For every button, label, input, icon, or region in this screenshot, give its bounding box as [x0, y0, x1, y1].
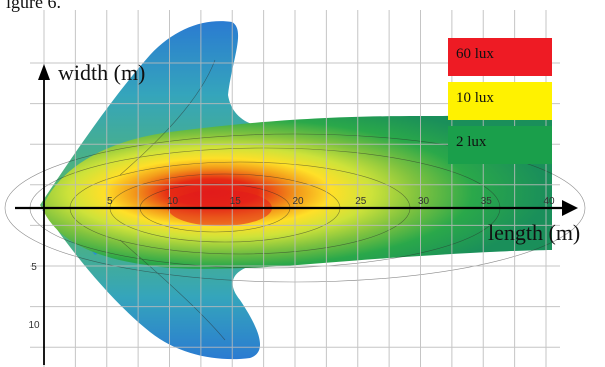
x-tick-labels: 5 10 15 20 25 30 35 40 — [107, 196, 555, 207]
x-tick-label: 5 — [107, 196, 113, 207]
x-tick-label: 30 — [418, 196, 430, 207]
legend-label-10-lux: 10 lux — [456, 90, 494, 106]
x-axis-arrow — [562, 200, 578, 216]
axes — [15, 64, 578, 365]
y-tick-labels: 5 10 — [28, 262, 40, 331]
legend-item-60-lux: 60 lux — [448, 38, 552, 76]
y-tick-label: 5 — [31, 262, 37, 273]
legend-item-2-lux: 2 lux — [448, 126, 552, 164]
legend-item-10-lux: 10 lux — [448, 82, 552, 120]
y-axis-label: width (m) — [58, 60, 146, 85]
x-tick-label: 25 — [355, 196, 367, 207]
x-axis-label: length (m) — [488, 220, 581, 245]
y-tick-label: 10 — [28, 320, 40, 331]
x-tick-label: 10 — [167, 196, 179, 207]
legend-label-2-lux: 2 lux — [456, 134, 487, 150]
legend-label-60-lux: 60 lux — [456, 46, 494, 62]
x-tick-label: 40 — [543, 196, 555, 207]
figure-caption: igure 6. — [6, 0, 61, 12]
x-tick-label: 15 — [230, 196, 242, 207]
x-tick-label: 35 — [481, 196, 493, 207]
y-axis-arrow — [38, 64, 50, 80]
x-tick-label: 20 — [292, 196, 304, 207]
